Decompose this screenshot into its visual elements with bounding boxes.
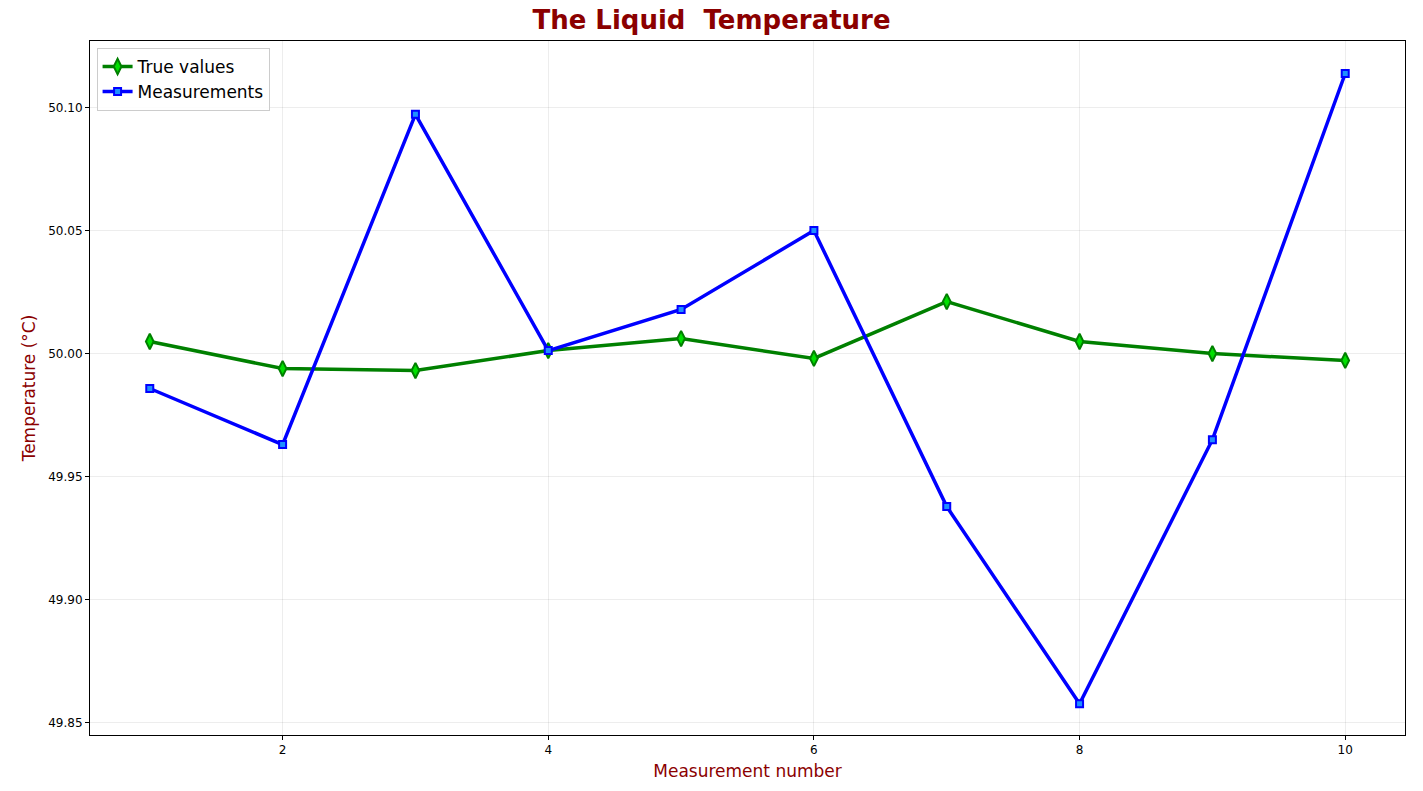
svg-text:50.10: 50.10 — [48, 101, 82, 115]
svg-text:6: 6 — [810, 743, 818, 757]
svg-text:2: 2 — [279, 743, 287, 757]
svg-text:50.05: 50.05 — [48, 224, 82, 238]
svg-text:True values: True values — [137, 57, 235, 77]
svg-text:49.85: 49.85 — [48, 716, 82, 730]
svg-text:Temperature (°C): Temperature (°C) — [19, 315, 39, 463]
svg-text:49.95: 49.95 — [48, 470, 82, 484]
svg-text:Measurements: Measurements — [138, 82, 264, 102]
svg-text:50.00: 50.00 — [48, 347, 82, 361]
svg-text:49.90: 49.90 — [48, 593, 82, 607]
svg-text:10: 10 — [1338, 743, 1353, 757]
svg-text:The Liquid Temperature: The Liquid Temperature — [532, 5, 890, 35]
svg-text:8: 8 — [1076, 743, 1084, 757]
svg-text:Measurement number: Measurement number — [653, 761, 841, 781]
svg-text:4: 4 — [544, 743, 552, 757]
